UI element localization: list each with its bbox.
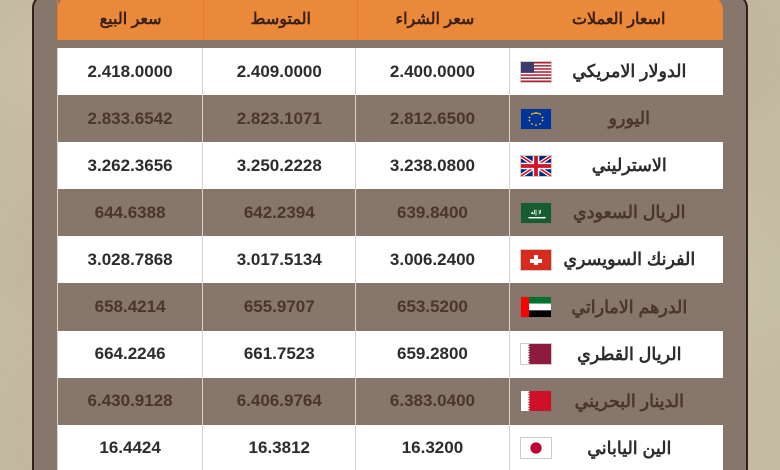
svg-text:لا إله: لا إله: [530, 210, 541, 216]
